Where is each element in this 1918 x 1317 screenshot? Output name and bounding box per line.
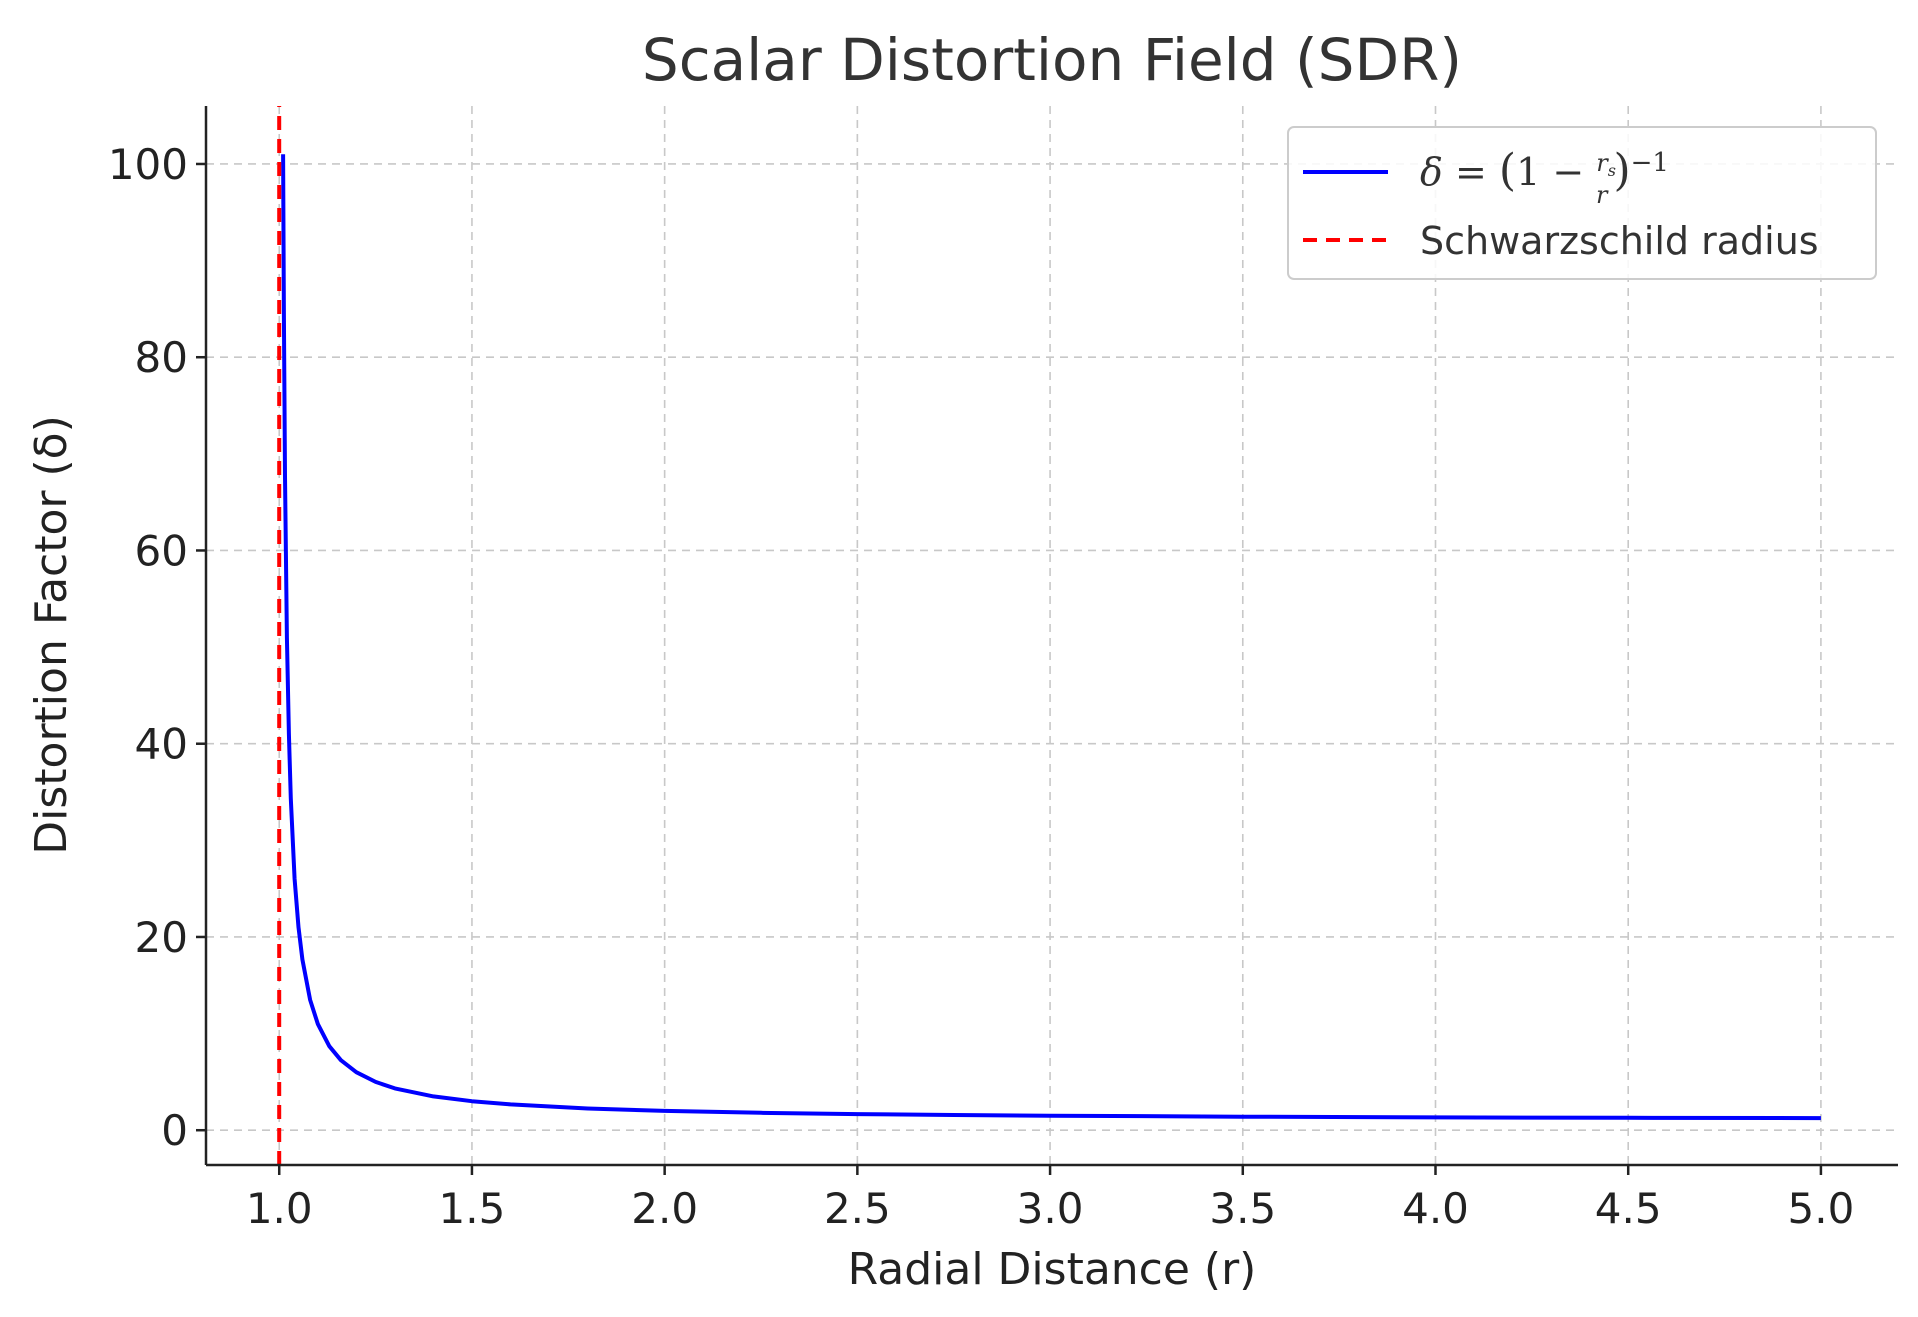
y-tick-label: 20 <box>135 913 188 962</box>
x-axis: 1.0 1.5 2.0 2.5 3.0 3.5 4.0 4.5 5.0 <box>246 1165 1854 1233</box>
legend-box <box>1287 126 1877 280</box>
x-axis-label: Radial Distance (r) <box>848 1244 1257 1295</box>
x-tick-label: 1.0 <box>246 1184 313 1233</box>
x-tick-label: 3.0 <box>1017 1184 1084 1233</box>
x-tick-label: 4.0 <box>1402 1184 1469 1233</box>
x-tick-label: 2.5 <box>824 1184 891 1233</box>
grid <box>206 106 1898 1165</box>
plot-area <box>277 106 1821 1165</box>
chart-title: Scalar Distortion Field (SDR) <box>642 26 1462 94</box>
y-tick-label: 100 <box>108 140 188 189</box>
x-tick-label: 1.5 <box>439 1184 506 1233</box>
y-tick-label: 40 <box>135 720 188 769</box>
x-tick-label: 3.5 <box>1209 1184 1276 1233</box>
x-tick-label: 5.0 <box>1788 1184 1855 1233</box>
y-axis-label: Distortion Factor (δ) <box>26 415 77 854</box>
legend-label-schwarzschild: Schwarzschild radius <box>1420 219 1819 263</box>
y-tick-label: 0 <box>161 1106 188 1155</box>
y-axis: 0 20 40 60 80 100 <box>108 140 206 1155</box>
x-tick-label: 2.0 <box>631 1184 698 1233</box>
x-tick-label: 4.5 <box>1595 1184 1662 1233</box>
legend: δ = (1 − rs r)−1 Schwarzschild radius <box>1287 126 1877 280</box>
y-tick-label: 80 <box>135 333 188 382</box>
series-line-delta <box>281 154 1821 1121</box>
y-tick-label: 60 <box>135 526 188 575</box>
legend-label-delta: δ = (1 − rs r)−1 <box>1420 145 1669 209</box>
